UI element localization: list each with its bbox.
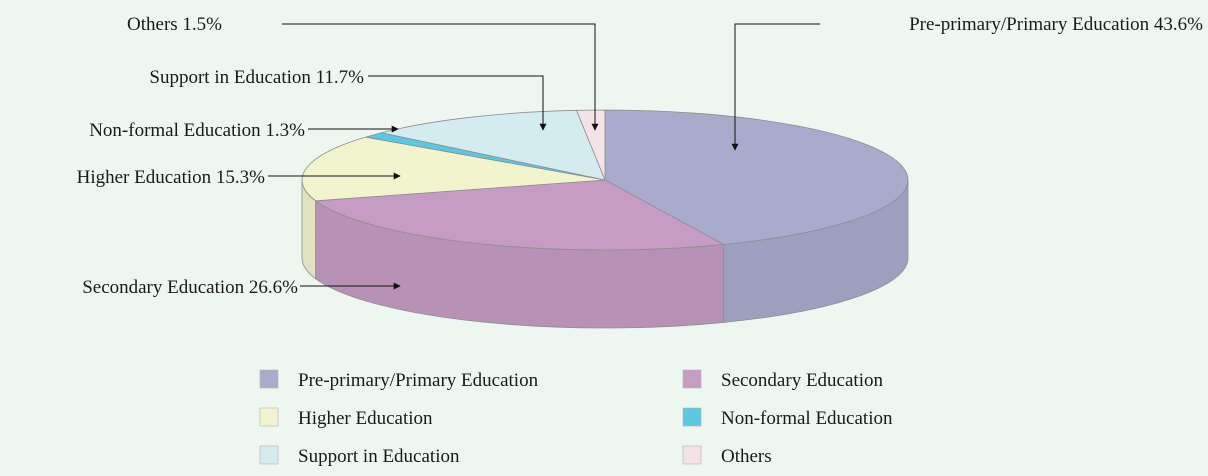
pie-side-layer <box>301 179 909 329</box>
pie-top-layer <box>301 109 909 251</box>
legend-swatch-non-formal-education <box>682 407 702 427</box>
legend: Pre-primary/Primary Education Secondary E… <box>259 369 893 467</box>
slice-label-others: Others 1.5% <box>127 14 222 35</box>
legend-label-others: Others <box>721 446 772 467</box>
legend-label-support-in-education: Support in Education <box>298 446 460 467</box>
legend-swatch-higher-education <box>259 407 279 427</box>
pie-slice-pre-primary-primary-education <box>604 109 909 245</box>
leader-line-pre-primary-primary-education <box>731 23 820 151</box>
legend-label-higher-education: Higher Education <box>298 408 433 429</box>
legend-swatch-secondary-education <box>682 369 702 389</box>
pie-slice-secondary-education <box>314 179 725 251</box>
legend-swatch-pre-primary-primary-education <box>259 369 279 389</box>
slice-label-non-formal-education: Non-formal Education 1.3% <box>89 120 305 141</box>
legend-label-non-formal-education: Non-formal Education <box>721 408 893 429</box>
legend-label-pre-primary-primary-education: Pre-primary/Primary Education <box>298 370 539 391</box>
legend-swatch-others <box>682 445 702 465</box>
leader-line-support-in-education <box>368 75 547 131</box>
legend-swatch-support-in-education <box>259 445 279 465</box>
pie-slice-higher-education <box>301 136 606 202</box>
leader-lines <box>268 23 820 290</box>
slice-label-higher-education: Higher Education 15.3% <box>77 167 266 188</box>
legend-label-secondary-education: Secondary Education <box>721 370 883 391</box>
slice-labels: Pre-primary/Primary Education 43.6% Secon… <box>77 14 1204 298</box>
leader-line-others <box>282 23 599 131</box>
slice-label-support-in-education: Support in Education 11.7% <box>149 67 364 88</box>
slice-label-pre-primary-primary-education: Pre-primary/Primary Education 43.6% <box>909 14 1203 35</box>
slice-label-secondary-education: Secondary Education 26.6% <box>82 277 298 298</box>
